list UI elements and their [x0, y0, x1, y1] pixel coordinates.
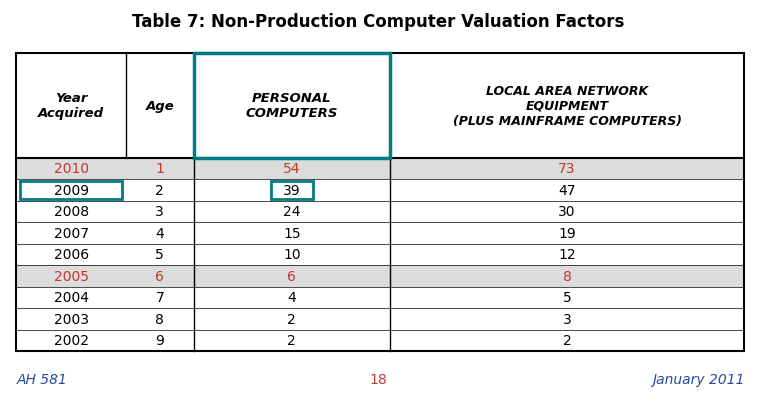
Text: 15: 15: [283, 226, 301, 240]
Text: 2008: 2008: [54, 205, 89, 219]
Text: LOCAL AREA NETWORK
EQUIPMENT
(PLUS MAINFRAME COMPUTERS): LOCAL AREA NETWORK EQUIPMENT (PLUS MAINF…: [453, 85, 681, 128]
Text: 5: 5: [562, 291, 572, 305]
Text: 19: 19: [558, 226, 576, 240]
Text: 2009: 2009: [54, 183, 89, 197]
Text: PERSONAL
COMPUTERS: PERSONAL COMPUTERS: [245, 92, 338, 120]
Text: 39: 39: [283, 183, 301, 197]
Text: 2005: 2005: [54, 269, 89, 283]
Text: 12: 12: [558, 248, 576, 262]
Text: 5: 5: [155, 248, 164, 262]
Text: 8: 8: [155, 312, 164, 326]
Text: 7: 7: [155, 291, 164, 305]
Text: Table 7: Non-Production Computer Valuation Factors: Table 7: Non-Production Computer Valuati…: [132, 13, 625, 32]
Text: 2: 2: [562, 334, 572, 347]
FancyBboxPatch shape: [17, 158, 744, 180]
Text: 30: 30: [559, 205, 576, 219]
Text: 6: 6: [288, 269, 296, 283]
Text: 3: 3: [155, 205, 164, 219]
Text: 1: 1: [155, 162, 164, 176]
Text: 2002: 2002: [54, 334, 89, 347]
Text: 2010: 2010: [54, 162, 89, 176]
Text: 54: 54: [283, 162, 301, 176]
Text: 6: 6: [155, 269, 164, 283]
Text: 8: 8: [562, 269, 572, 283]
Text: 2: 2: [288, 312, 296, 326]
Text: 9: 9: [155, 334, 164, 347]
Text: 3: 3: [562, 312, 572, 326]
Text: 2: 2: [288, 334, 296, 347]
Text: 24: 24: [283, 205, 301, 219]
Text: Year
Acquired: Year Acquired: [38, 92, 104, 120]
Text: 73: 73: [559, 162, 576, 176]
FancyBboxPatch shape: [17, 266, 744, 287]
Text: 2003: 2003: [54, 312, 89, 326]
Text: 4: 4: [288, 291, 296, 305]
Text: 4: 4: [155, 226, 164, 240]
Text: 47: 47: [559, 183, 576, 197]
Text: 2: 2: [155, 183, 164, 197]
Text: AH 581: AH 581: [17, 373, 67, 386]
Text: 18: 18: [369, 373, 388, 386]
Text: January 2011: January 2011: [652, 373, 744, 386]
Text: Age: Age: [145, 100, 174, 113]
Text: 2007: 2007: [54, 226, 89, 240]
Text: 2004: 2004: [54, 291, 89, 305]
Text: 10: 10: [283, 248, 301, 262]
Text: 2006: 2006: [54, 248, 89, 262]
